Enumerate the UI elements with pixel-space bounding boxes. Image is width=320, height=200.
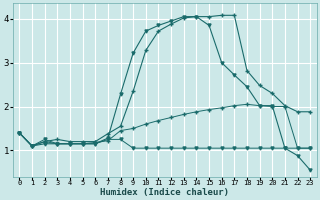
X-axis label: Humidex (Indice chaleur): Humidex (Indice chaleur) (100, 188, 229, 197)
